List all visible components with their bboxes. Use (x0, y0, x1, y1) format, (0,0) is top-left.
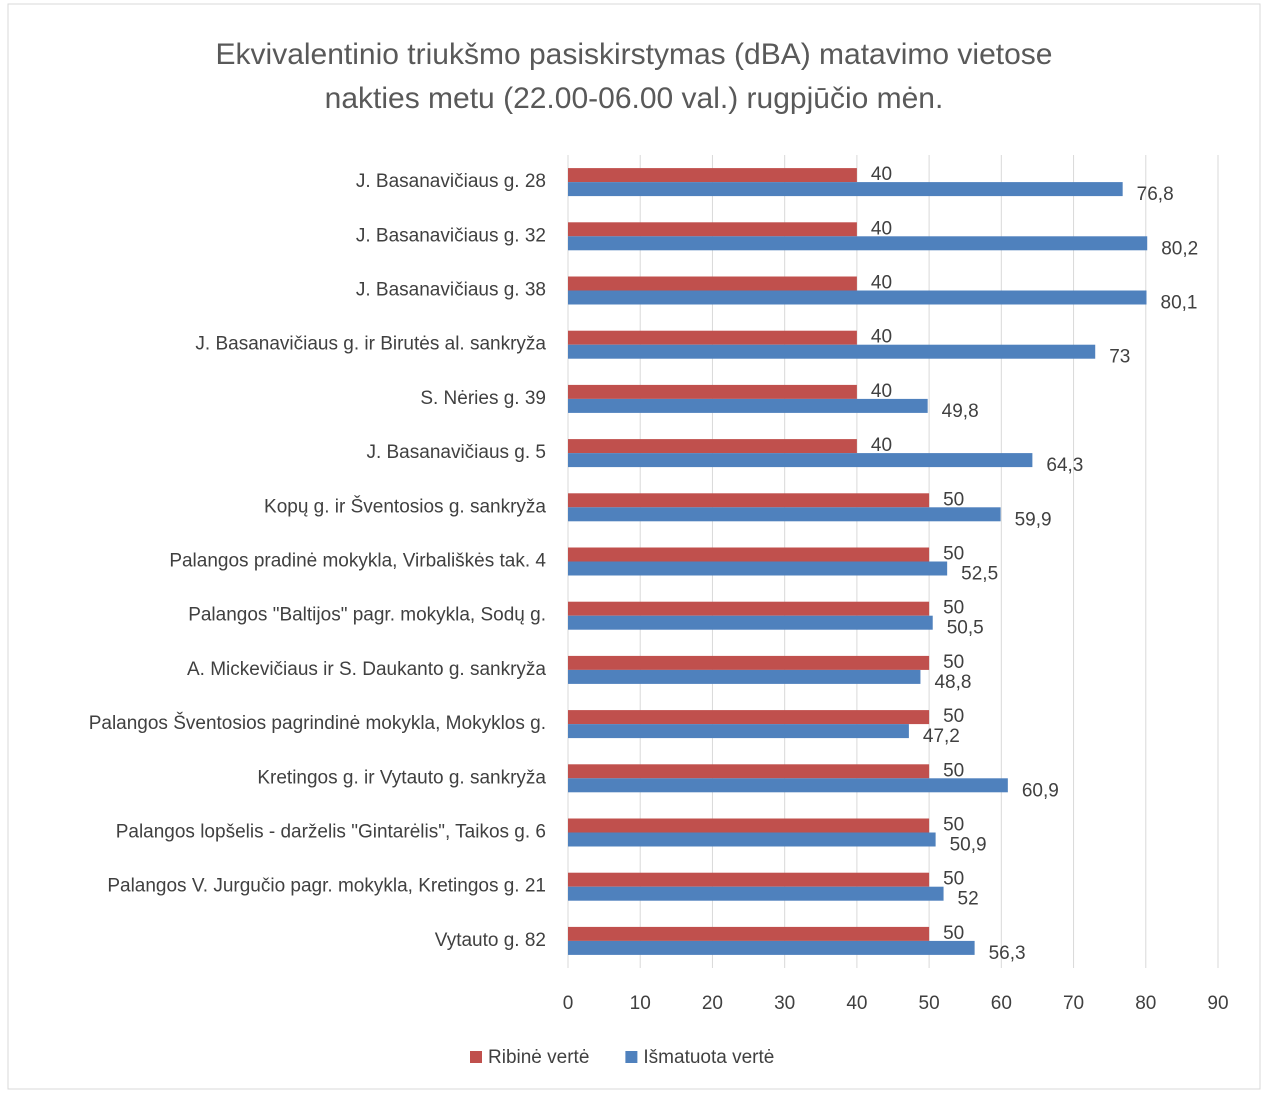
data-label: 40 (871, 164, 892, 185)
legend-swatch (625, 1051, 638, 1063)
chart-frame (7, 3, 1261, 1090)
bar (568, 724, 909, 739)
bar (568, 182, 1123, 197)
data-label: 50 (943, 815, 964, 836)
data-label: 50 (943, 869, 964, 890)
y-tick-label: J. Basanavičiaus g. 32 (356, 225, 546, 246)
y-tick-label: Kopų g. ir Šventosios g. sankryža (264, 495, 546, 517)
chart-title: nakties metu (22.00-06.00 val.) rugpjūči… (325, 82, 944, 115)
bar (568, 276, 857, 291)
x-tick-label: 0 (563, 993, 574, 1014)
y-tick-label: J. Basanavičiaus g. 28 (356, 171, 546, 192)
x-tick-label: 10 (630, 993, 651, 1014)
bar (568, 561, 948, 576)
chart-title: Ekvivalentinio triukšmo pasiskirstymas (… (216, 38, 1053, 71)
data-label: 40 (871, 327, 892, 348)
x-tick-label: 20 (702, 993, 723, 1014)
data-label: 64,3 (1046, 455, 1083, 476)
data-label: 50,9 (950, 835, 987, 856)
data-label: 40 (871, 381, 892, 402)
data-label: 73 (1109, 347, 1130, 368)
bar (568, 872, 930, 887)
bar (568, 886, 944, 901)
x-tick-label: 90 (1207, 993, 1228, 1014)
data-label: 52,5 (961, 564, 998, 585)
y-tick-label: Palangos pradinė mokykla, Virbališkės ta… (169, 551, 546, 572)
bar (568, 344, 1096, 359)
bar (568, 710, 930, 725)
y-tick-label: A. Mickevičiaus ir S. Daukanto g. sankry… (187, 659, 546, 680)
bar (568, 764, 930, 779)
bar (568, 236, 1148, 251)
data-label: 40 (871, 218, 892, 239)
data-label: 40 (871, 435, 892, 456)
bar (568, 940, 975, 955)
y-tick-label: Kretingos g. ir Vytauto g. sankryža (257, 767, 546, 788)
bar (568, 439, 857, 454)
bar (568, 832, 936, 847)
data-label: 48,8 (934, 672, 971, 693)
bar (568, 507, 1001, 522)
legend-label: Ribinė vertė (488, 1047, 589, 1068)
data-label: 50 (943, 652, 964, 673)
y-tick-label: J. Basanavičiaus g. 5 (366, 442, 546, 463)
x-tick-label: 60 (991, 993, 1012, 1014)
bar (568, 398, 928, 413)
data-label: 50 (943, 923, 964, 944)
data-label: 59,9 (1015, 509, 1052, 530)
data-label: 50 (943, 544, 964, 565)
bar (568, 547, 930, 562)
data-label: 40 (871, 273, 892, 294)
data-label: 50 (943, 706, 964, 727)
bar (568, 168, 857, 183)
bar (568, 222, 857, 237)
data-label: 50,5 (947, 618, 984, 639)
data-label: 76,8 (1137, 184, 1174, 205)
bar (568, 384, 857, 399)
y-tick-label: Palangos V. Jurgučio pagr. mokykla, Kret… (107, 876, 546, 897)
data-label: 47,2 (923, 726, 960, 747)
data-label: 80,1 (1161, 293, 1198, 314)
bar (568, 601, 930, 616)
bar (568, 453, 1033, 468)
x-tick-label: 50 (919, 993, 940, 1014)
x-tick-label: 80 (1135, 993, 1156, 1014)
y-tick-label: Palangos lopšelis - darželis "Gintarėlis… (116, 822, 546, 843)
x-tick-label: 30 (774, 993, 795, 1014)
bar (568, 818, 930, 833)
bar (568, 330, 857, 345)
bar (568, 669, 921, 684)
data-label: 80,2 (1161, 238, 1198, 259)
data-label: 56,3 (989, 943, 1026, 964)
bar (568, 290, 1147, 305)
data-label: 50 (943, 489, 964, 510)
y-tick-label: J. Basanavičiaus g. ir Birutės al. sankr… (195, 334, 546, 355)
data-label: 50 (943, 760, 964, 781)
y-tick-label: Vytauto g. 82 (435, 930, 546, 951)
legend-label: Išmatuota vertė (643, 1047, 774, 1068)
legend-swatch (470, 1051, 482, 1063)
data-label: 60,9 (1022, 780, 1059, 801)
bar (568, 493, 930, 508)
x-tick-label: 40 (846, 993, 867, 1014)
bar (568, 655, 930, 670)
bar (568, 615, 933, 630)
data-label: 50 (943, 598, 964, 619)
bar (568, 778, 1008, 793)
data-label: 52 (958, 889, 979, 910)
bar (568, 926, 930, 941)
y-tick-label: J. Basanavičiaus g. 38 (356, 280, 546, 301)
y-tick-label: Palangos Šventosios pagrindinė mokykla, … (89, 712, 546, 734)
data-label: 49,8 (942, 401, 979, 422)
y-tick-label: Palangos "Baltijos" pagr. mokykla, Sodų … (188, 605, 546, 626)
y-tick-label: S. Nėries g. 39 (420, 388, 546, 409)
x-tick-label: 70 (1063, 993, 1084, 1014)
